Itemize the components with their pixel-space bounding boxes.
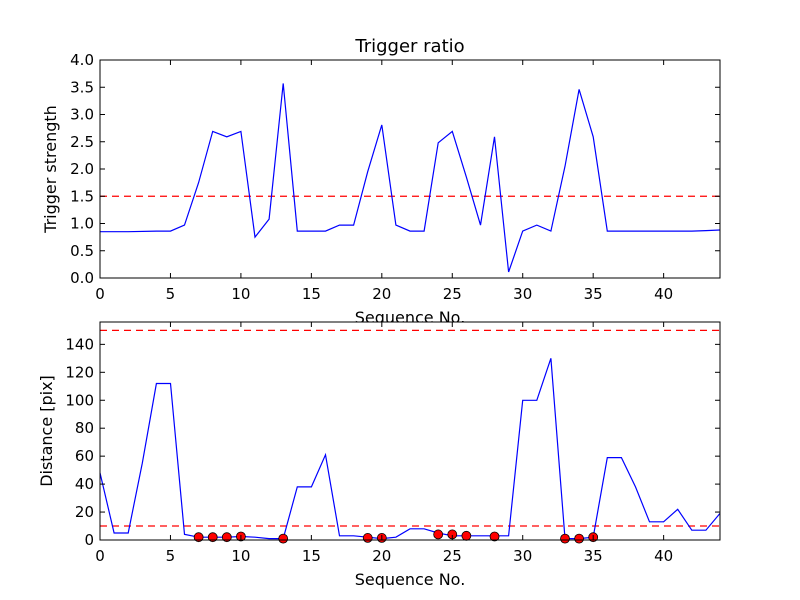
top-plot-frame xyxy=(99,59,721,279)
distance-chart: 0 5 10 15 20 25 30 35 40 0 20 40 60 80 100 120 140 Sequ… xyxy=(37,321,721,589)
bot-y-tick-label: 60 xyxy=(75,447,94,465)
top-y-tick-label: 3.0 xyxy=(70,106,94,124)
bot-x-tick-label: 25 xyxy=(443,547,462,565)
bot-x-tick-label: 30 xyxy=(513,547,532,565)
top-y-tick-label: 1.0 xyxy=(70,215,94,233)
bot-marker-point xyxy=(560,533,570,544)
bot-y-tick-label: 0 xyxy=(84,531,94,549)
bot-y-tick-label: 20 xyxy=(75,503,94,521)
bot-marker-point xyxy=(278,533,289,544)
top-x-tick-label: 15 xyxy=(302,285,321,303)
bot-marker-point xyxy=(193,532,204,543)
top-x-tick-label: 10 xyxy=(231,285,250,303)
bot-x-tick-label: 0 xyxy=(95,547,105,565)
top-y-tick-label: 2.0 xyxy=(70,160,94,178)
bottom-threshold-lines xyxy=(100,329,720,527)
bot-y-tick-label: 100 xyxy=(65,391,94,409)
bottom-x-ticks: 0 5 10 15 20 25 30 35 40 xyxy=(95,322,673,565)
bot-x-tick-label: 15 xyxy=(302,547,321,565)
bottom-plot-area xyxy=(100,322,720,540)
bot-marker-point xyxy=(489,531,500,542)
top-x-ticks: 0 5 10 15 20 25 30 35 40 xyxy=(95,60,673,303)
bot-y-tick-label: 120 xyxy=(65,363,94,381)
top-x-tick-label: 5 xyxy=(166,285,176,303)
bot-x-tick-label: 35 xyxy=(584,547,603,565)
bottom-y-axis-label: Distance [pix] xyxy=(37,375,56,487)
bot-x-tick-label: 20 xyxy=(372,547,391,565)
bot-marker-point xyxy=(362,533,373,543)
top-plot-area xyxy=(100,60,720,278)
top-series-group xyxy=(100,83,721,273)
bot-y-tick-label: 40 xyxy=(75,475,94,493)
top-y-tick-label: 0.0 xyxy=(70,269,94,287)
bottom-plot-frame xyxy=(99,321,721,541)
top-y-tick-label: 2.5 xyxy=(70,133,94,151)
trigger-ratio-chart: 0 5 10 15 20 25 30 35 40 0.0 0.5 1.0 1.5 2.0 2.5 3.0 3.… xyxy=(41,36,721,327)
bot-marker-point xyxy=(433,529,444,540)
bot-marker-point xyxy=(207,532,218,543)
top-x-tick-label: 20 xyxy=(372,285,391,303)
bot-y-tick-label: 140 xyxy=(65,335,94,353)
bot-y-tick-label: 80 xyxy=(75,419,94,437)
top-y-tick-label: 4.0 xyxy=(70,51,94,69)
top-y-tick-label: 1.5 xyxy=(70,187,94,205)
bot-marker-point xyxy=(461,530,472,541)
bot-x-tick-label: 5 xyxy=(166,547,176,565)
bottom-y-ticks: 0 20 40 60 80 100 120 140 xyxy=(65,335,720,549)
top-y-ticks: 0.0 0.5 1.0 1.5 2.0 2.5 3.0 3.5 4.0 xyxy=(70,51,720,287)
top-y-tick-label: 3.5 xyxy=(70,78,94,96)
bottom-marker-group xyxy=(193,529,599,544)
top-x-tick-label: 40 xyxy=(654,285,673,303)
top-chart-title: Trigger ratio xyxy=(354,36,464,57)
bot-marker-point xyxy=(221,532,232,543)
top-x-tick-label: 30 xyxy=(513,285,532,303)
bottom-x-axis-label: Sequence No. xyxy=(355,570,466,589)
top-x-tick-label: 0 xyxy=(95,285,105,303)
top-x-tick-label: 35 xyxy=(584,285,603,303)
top-x-tick-label: 25 xyxy=(443,285,462,303)
top-y-tick-label: 0.5 xyxy=(70,242,94,260)
top-y-axis-label: Trigger strength xyxy=(41,105,60,234)
top-series-line-0 xyxy=(100,83,721,273)
bot-marker-point xyxy=(574,533,584,544)
bot-x-tick-label: 10 xyxy=(231,547,250,565)
bot-x-tick-label: 40 xyxy=(654,547,673,565)
